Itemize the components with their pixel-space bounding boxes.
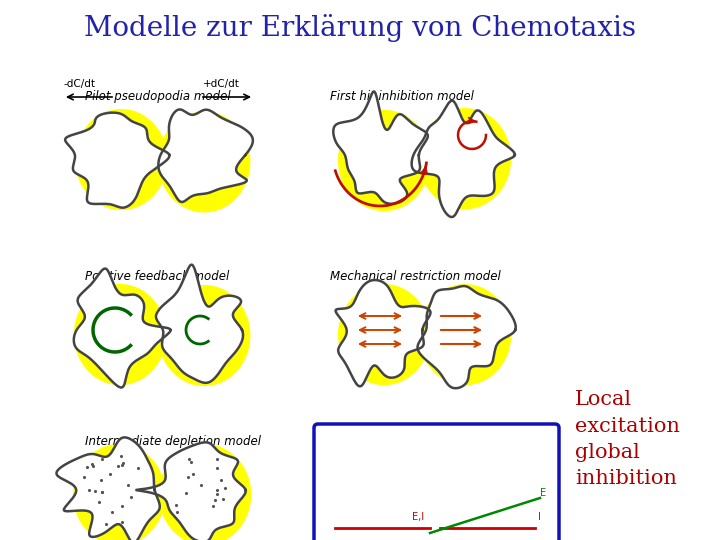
Text: Pilot pseudopodia model: Pilot pseudopodia model — [85, 90, 230, 103]
Polygon shape — [412, 101, 515, 217]
Polygon shape — [418, 286, 516, 388]
Polygon shape — [158, 110, 253, 202]
Ellipse shape — [73, 444, 166, 540]
Polygon shape — [66, 113, 169, 208]
Text: +dC/dt: +dC/dt — [203, 79, 240, 89]
Ellipse shape — [338, 110, 431, 211]
Text: Local
excitation
global
inhibition: Local excitation global inhibition — [575, 390, 680, 489]
Ellipse shape — [158, 111, 251, 213]
Text: Excitation-inhibition model: Excitation-inhibition model — [330, 435, 488, 448]
Ellipse shape — [158, 285, 251, 386]
Polygon shape — [136, 442, 246, 540]
Ellipse shape — [419, 284, 511, 385]
Text: Positive feedback model: Positive feedback model — [85, 270, 229, 283]
Ellipse shape — [74, 284, 166, 385]
Polygon shape — [410, 434, 514, 540]
Ellipse shape — [338, 445, 431, 540]
Ellipse shape — [159, 444, 251, 540]
Polygon shape — [336, 280, 431, 386]
Ellipse shape — [338, 284, 431, 385]
Polygon shape — [330, 439, 427, 539]
Polygon shape — [56, 437, 160, 540]
Text: I: I — [538, 512, 541, 522]
Ellipse shape — [75, 109, 168, 210]
Polygon shape — [74, 268, 171, 388]
FancyBboxPatch shape — [314, 424, 559, 540]
Text: E: E — [540, 488, 546, 498]
Text: First hit inhibition model: First hit inhibition model — [330, 90, 474, 103]
Ellipse shape — [419, 108, 511, 210]
Text: Intermediate depletion model: Intermediate depletion model — [85, 435, 261, 448]
Text: Mechanical restriction model: Mechanical restriction model — [330, 270, 500, 283]
Polygon shape — [156, 265, 243, 383]
Text: -dC/dt: -dC/dt — [63, 79, 95, 89]
Text: E,I: E,I — [412, 512, 424, 522]
Polygon shape — [333, 91, 428, 204]
Ellipse shape — [420, 443, 513, 540]
Text: Modelle zur Erklärung von Chemotaxis: Modelle zur Erklärung von Chemotaxis — [84, 14, 636, 42]
